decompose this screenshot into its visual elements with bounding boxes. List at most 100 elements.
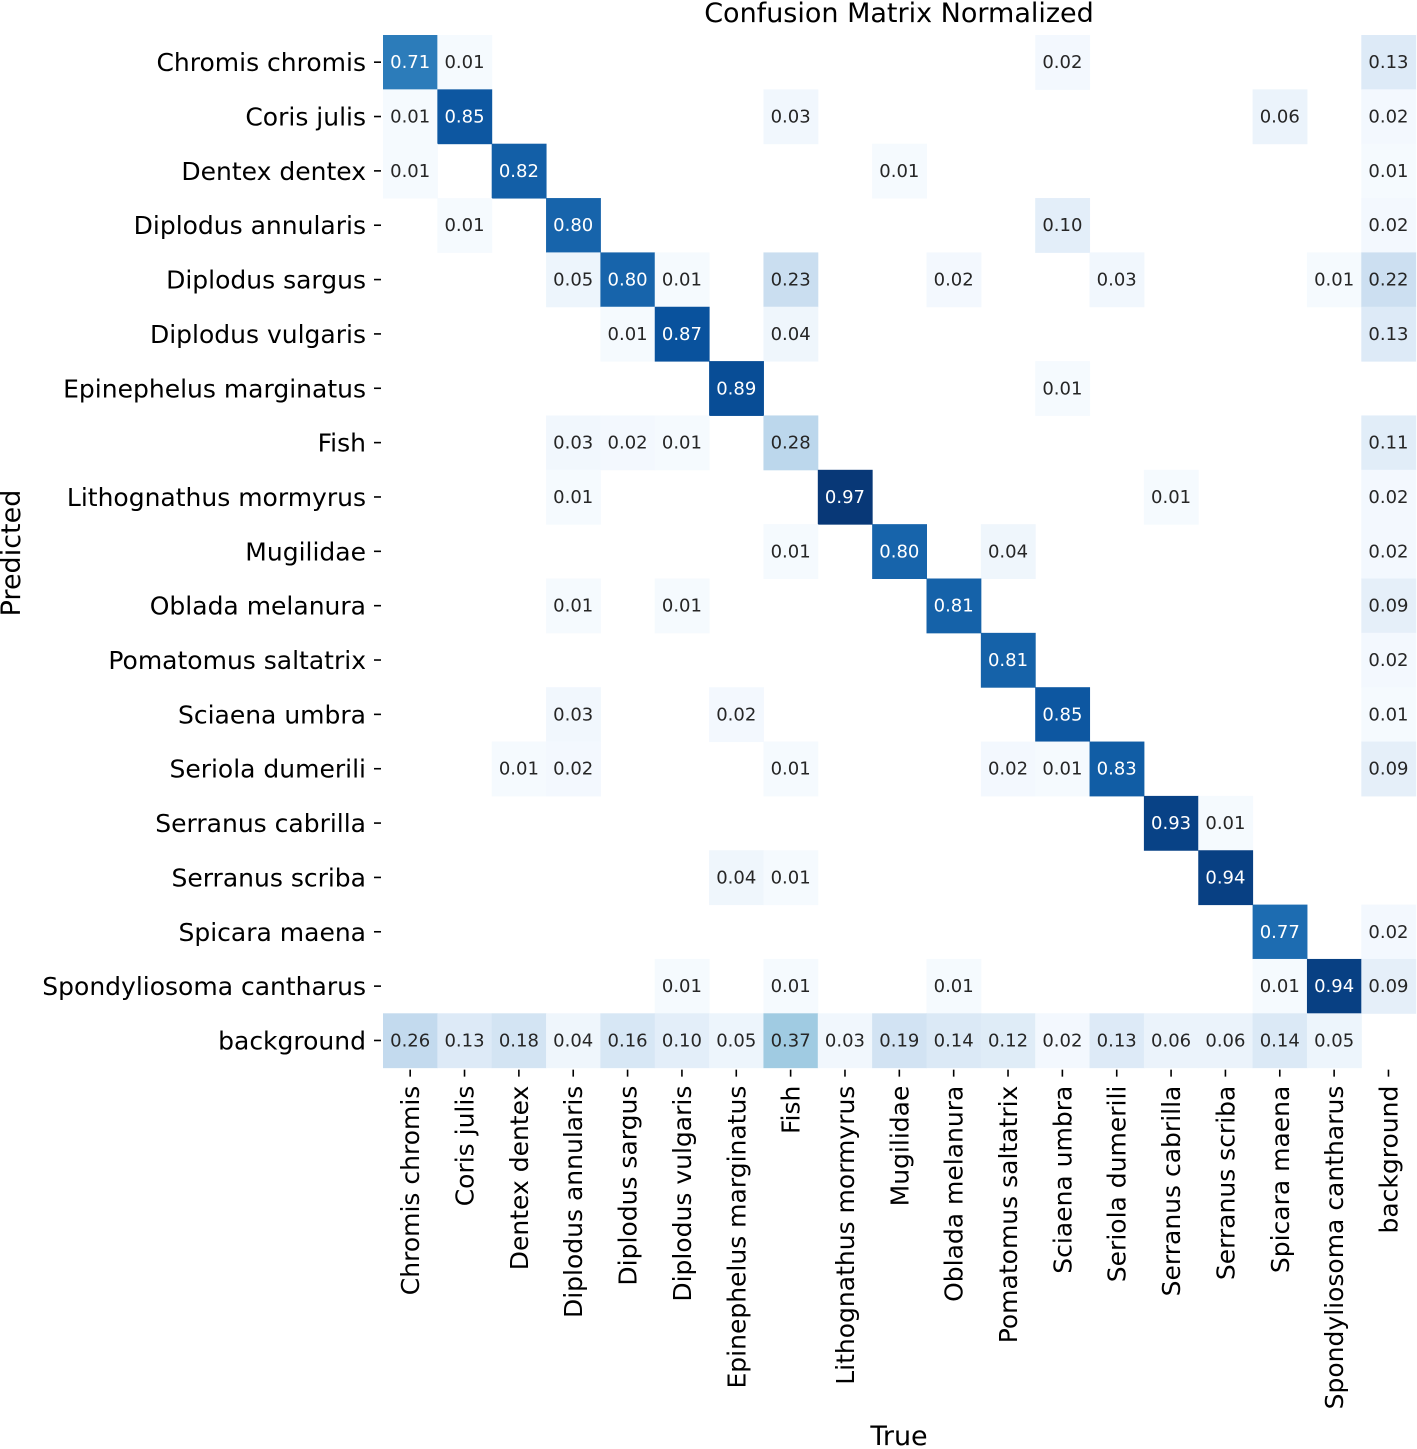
cell-value-label: 0.80 <box>553 215 593 236</box>
cell-value-label: 0.80 <box>879 541 919 562</box>
row-tick-label: background <box>218 1026 366 1055</box>
heatmap-cell <box>1252 1013 1308 1069</box>
cell-value-label: 0.02 <box>716 704 756 725</box>
col-tick-label: Spicara maena <box>1266 1086 1295 1274</box>
col-tick-label: Lithognathus mormyrus <box>831 1086 860 1385</box>
row-tick-label: Epinephelus marginatus <box>63 374 366 403</box>
heatmap-cells: 0.71 0.01 0.02 0.13 0.01 0.85 0.03 0.06 0.02 0.01… <box>383 35 1417 1069</box>
heatmap-cell <box>763 252 819 308</box>
heatmap-cell <box>1035 1013 1091 1069</box>
cell-value-label: 0.10 <box>662 1030 702 1051</box>
cell-value-label: 0.16 <box>608 1030 648 1051</box>
heatmap-cell <box>1306 1013 1362 1069</box>
heatmap-cell <box>1035 35 1091 90</box>
cell-value-label: 0.01 <box>390 161 430 182</box>
cell-value-label: 0.01 <box>934 976 974 997</box>
cell-value-label: 0.05 <box>553 270 593 291</box>
heatmap-cell <box>926 578 982 634</box>
heatmap-cell <box>1361 578 1417 634</box>
cell-value-label: 0.01 <box>662 976 702 997</box>
heatmap-cell <box>600 252 656 308</box>
heatmap-cell <box>1089 741 1145 797</box>
row-tick-label: Coris julis <box>245 103 366 132</box>
col-tick-label: Diplodus vulgaris <box>668 1086 697 1302</box>
cell-value-label: 0.01 <box>662 596 702 617</box>
cell-value-label: 0.01 <box>1205 813 1245 834</box>
heatmap-cell <box>1361 904 1417 960</box>
heatmap-cell <box>980 741 1036 797</box>
cell-value-label: 0.80 <box>608 270 648 291</box>
cell-value-label: 0.04 <box>716 867 756 888</box>
heatmap-cell <box>1252 904 1308 960</box>
cell-value-label: 0.03 <box>771 107 811 128</box>
cell-value-label: 0.01 <box>499 759 539 780</box>
row-tick-label: Chromis chromis <box>156 48 366 77</box>
heatmap-cell <box>1035 198 1091 253</box>
cell-value-label: 0.01 <box>1042 378 1082 399</box>
cell-value-label: 0.89 <box>716 378 756 399</box>
heatmap-cell <box>654 252 710 308</box>
heatmap-cell <box>491 1013 547 1069</box>
cell-value-label: 0.02 <box>1368 922 1408 943</box>
heatmap-cell <box>763 524 819 579</box>
cell-value-label: 0.03 <box>825 1030 865 1051</box>
cell-value-label: 0.02 <box>988 759 1028 780</box>
heatmap-cell <box>926 1013 982 1069</box>
col-tick-label: Diplodus sargus <box>614 1086 643 1286</box>
cell-value-label: 0.09 <box>1368 976 1408 997</box>
heatmap-cell <box>1361 469 1417 525</box>
heatmap-cell <box>654 578 710 634</box>
col-tick-label: Fish <box>777 1086 806 1134</box>
row-tick-label: Diplodus annularis <box>134 211 366 240</box>
heatmap-cell <box>1306 958 1362 1014</box>
cell-value-label: 0.87 <box>662 324 702 345</box>
heatmap-cell <box>546 198 601 253</box>
heatmap-cell <box>437 89 493 145</box>
cell-value-label: 0.85 <box>1042 704 1082 725</box>
heatmap-cell <box>1361 958 1417 1014</box>
cell-value-label: 0.01 <box>662 433 702 454</box>
heatmap-cell <box>546 469 601 525</box>
heatmap-cell <box>763 958 819 1014</box>
row-tick-label: Seriola dumerili <box>169 755 366 784</box>
cell-value-label: 0.13 <box>1368 52 1408 73</box>
heatmap-cell <box>491 143 547 199</box>
heatmap-cell <box>1252 89 1308 145</box>
cell-value-label: 0.23 <box>771 270 811 291</box>
cell-value-label: 0.01 <box>444 215 484 236</box>
heatmap-cell <box>763 1013 819 1069</box>
row-tick-label: Pomatomus saltatrix <box>108 646 366 675</box>
cell-value-label: 0.01 <box>553 487 593 508</box>
col-tick-label: Coris julis <box>451 1086 480 1207</box>
x-axis-label: True <box>869 1421 927 1449</box>
heatmap-cell <box>872 143 927 199</box>
heatmap-cell <box>383 89 438 145</box>
heatmap-cell <box>926 958 982 1014</box>
heatmap-cell <box>1361 415 1417 471</box>
col-tick-label: Seriola dumerili <box>1103 1086 1132 1283</box>
heatmap-cell <box>709 687 764 743</box>
cell-value-label: 0.04 <box>553 1030 593 1051</box>
heatmap-cell <box>491 741 547 797</box>
cell-value-label: 0.03 <box>1097 270 1137 291</box>
cell-value-label: 0.71 <box>390 52 430 73</box>
cell-value-label: 0.12 <box>988 1030 1028 1051</box>
cell-value-label: 0.82 <box>499 161 539 182</box>
cell-value-label: 0.06 <box>1205 1030 1245 1051</box>
heatmap-cell <box>817 1013 873 1069</box>
cell-value-label: 0.01 <box>1151 487 1191 508</box>
cell-value-label: 0.28 <box>771 433 811 454</box>
heatmap-cell <box>1198 795 1254 851</box>
cell-value-label: 0.81 <box>988 650 1028 671</box>
heatmap-cell <box>1361 35 1417 90</box>
heatmap-cell <box>763 741 819 797</box>
heatmap-cell <box>600 1013 656 1069</box>
cell-value-label: 0.03 <box>553 704 593 725</box>
heatmap-cell <box>546 1013 601 1069</box>
cell-value-label: 0.05 <box>1314 1030 1354 1051</box>
heatmap-cell <box>817 469 873 525</box>
cell-value-label: 0.14 <box>1260 1030 1300 1051</box>
cell-value-label: 0.02 <box>1368 541 1408 562</box>
row-tick-label: Lithognathus mormyrus <box>67 483 366 512</box>
cell-value-label: 0.01 <box>390 107 430 128</box>
